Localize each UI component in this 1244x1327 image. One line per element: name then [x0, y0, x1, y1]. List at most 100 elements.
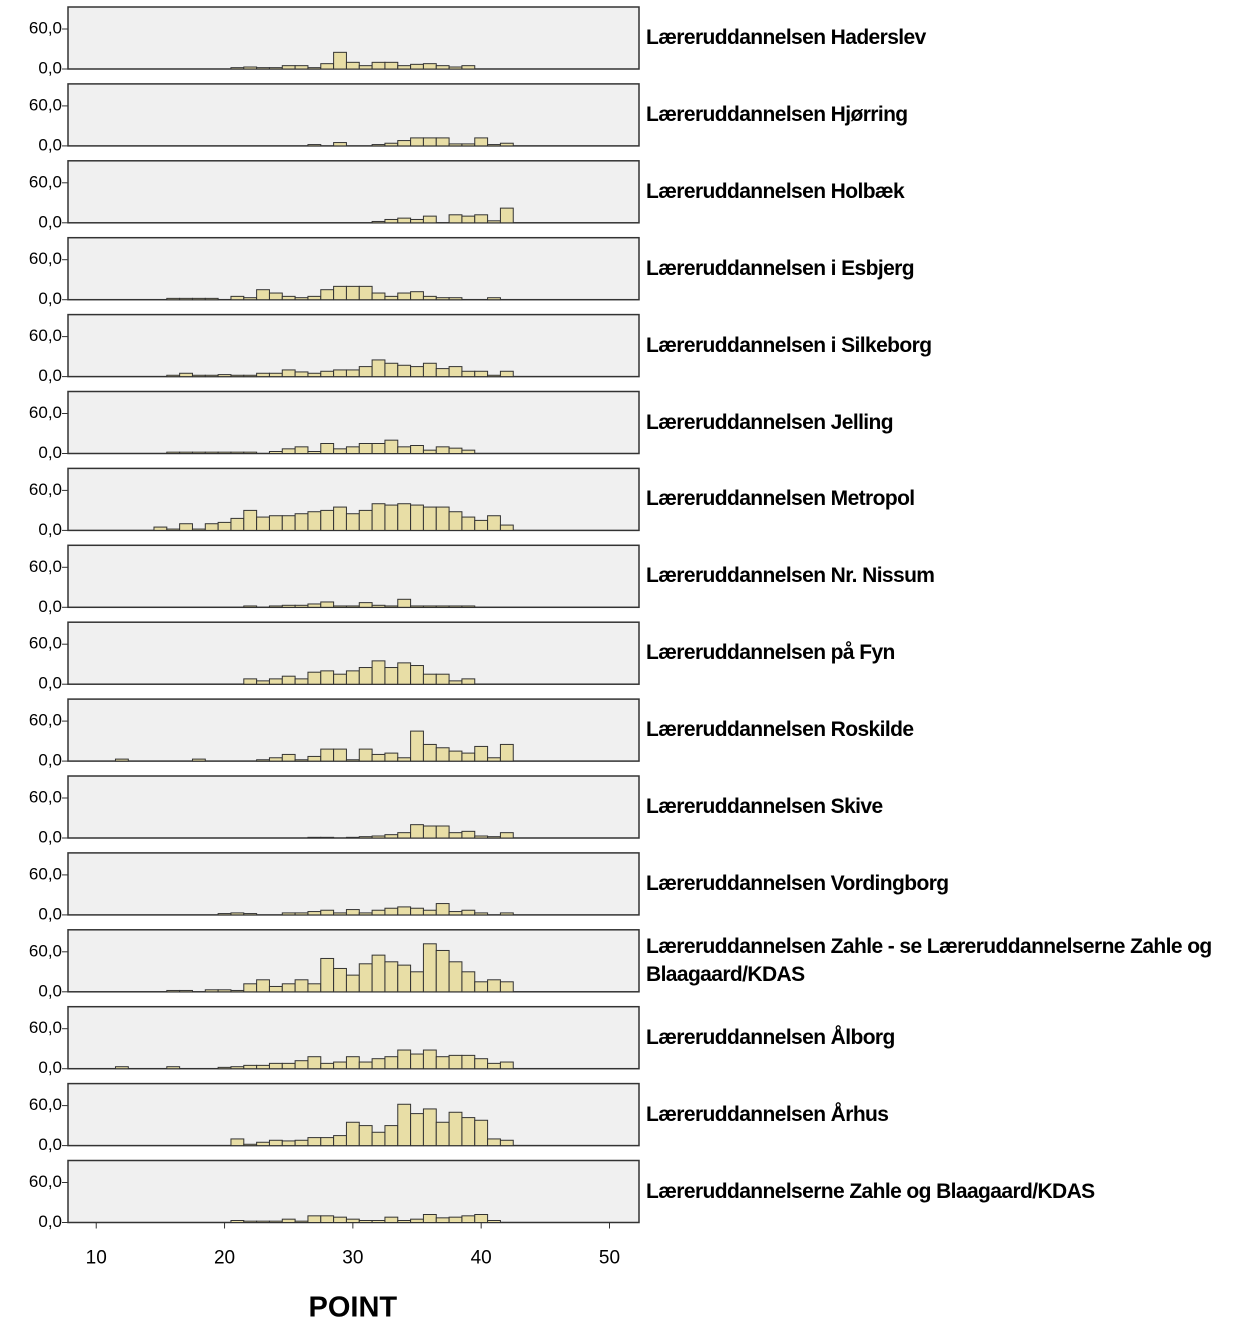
bar: [435, 297, 450, 301]
bar: [410, 730, 424, 762]
bar: [345, 974, 360, 993]
bar: [345, 670, 360, 685]
bar: [281, 515, 296, 531]
bar: [294, 297, 309, 301]
bar: [422, 215, 437, 224]
bar: [371, 503, 386, 531]
bar: [358, 1125, 373, 1147]
bar: [204, 989, 219, 993]
bar: [397, 964, 412, 993]
y-tick-label: 0,0: [38, 751, 62, 770]
bar: [345, 1121, 360, 1147]
bar: [384, 1216, 399, 1223]
bar: [422, 449, 437, 454]
bar: [294, 1060, 309, 1070]
bar: [333, 369, 347, 378]
bar: [410, 137, 424, 147]
bar: [461, 1054, 476, 1070]
bar: [499, 832, 514, 839]
bar: [179, 297, 193, 301]
bar: [499, 981, 514, 993]
bar: [397, 503, 412, 531]
bar: [461, 65, 476, 70]
bar: [461, 971, 476, 993]
bar: [358, 912, 373, 916]
bar: [320, 370, 335, 378]
bar: [320, 289, 335, 301]
bar: [487, 1062, 501, 1070]
panel-background: [67, 544, 640, 609]
bar: [410, 1113, 424, 1147]
bar: [230, 374, 245, 378]
bar: [410, 971, 424, 993]
bar: [435, 137, 450, 147]
bar: [333, 51, 347, 70]
panel-background: [67, 929, 640, 993]
bar: [217, 989, 232, 993]
bar: [243, 509, 258, 531]
bar: [345, 909, 360, 916]
bar: [256, 289, 270, 301]
bar: [448, 366, 463, 378]
bar: [397, 662, 412, 685]
bar: [345, 759, 360, 762]
bar: [307, 451, 322, 454]
bar: [422, 673, 437, 685]
bar: [461, 370, 476, 378]
bar: [384, 504, 399, 531]
bar: [268, 292, 283, 301]
bar: [371, 954, 386, 993]
bar: [345, 605, 360, 608]
y-tick-label: 60,0: [29, 172, 62, 191]
bar: [307, 603, 322, 608]
bar: [333, 142, 347, 147]
bar: [268, 67, 283, 70]
bar: [307, 671, 322, 685]
bar: [307, 372, 322, 378]
bar: [191, 451, 206, 454]
x-tick-label: 40: [471, 1248, 492, 1269]
bar: [256, 979, 270, 993]
panel-label: Læreruddannelsen Zahle - se Læreruddanne…: [646, 934, 1212, 986]
bar: [307, 755, 322, 762]
bar: [320, 670, 335, 685]
bar: [435, 1121, 450, 1147]
bar: [281, 753, 296, 762]
bar: [487, 220, 501, 224]
bar: [499, 142, 514, 147]
bar: [217, 521, 232, 531]
y-tick-label: 60,0: [29, 18, 62, 37]
bar: [204, 297, 219, 301]
bar: [384, 752, 399, 762]
bar: [371, 604, 386, 608]
bar: [499, 912, 514, 916]
y-tick-label: 60,0: [29, 941, 62, 960]
bar: [435, 949, 450, 993]
bar: [448, 750, 463, 762]
bar: [243, 605, 258, 608]
bar: [230, 912, 245, 916]
bar: [397, 832, 412, 839]
bar: [333, 1061, 347, 1070]
bar: [461, 752, 476, 762]
bar: [487, 515, 501, 531]
bar: [384, 1125, 399, 1147]
y-tick-label: 60,0: [29, 557, 62, 576]
bar: [294, 371, 309, 378]
bar: [371, 1131, 386, 1147]
bar: [410, 63, 424, 70]
bar: [435, 903, 450, 916]
y-tick-label: 60,0: [29, 326, 62, 345]
panel-label: Læreruddannelsen på Fyn: [646, 641, 895, 665]
panel-background: [67, 83, 640, 147]
bar: [487, 1220, 501, 1223]
bar: [448, 143, 463, 147]
panel-label: Læreruddannelsen i Esbjerg: [646, 256, 915, 280]
bar: [448, 1054, 463, 1070]
panel-background: [67, 160, 640, 224]
bar: [371, 909, 386, 916]
bar: [474, 214, 489, 224]
bar: [358, 667, 373, 685]
bar: [422, 909, 437, 916]
